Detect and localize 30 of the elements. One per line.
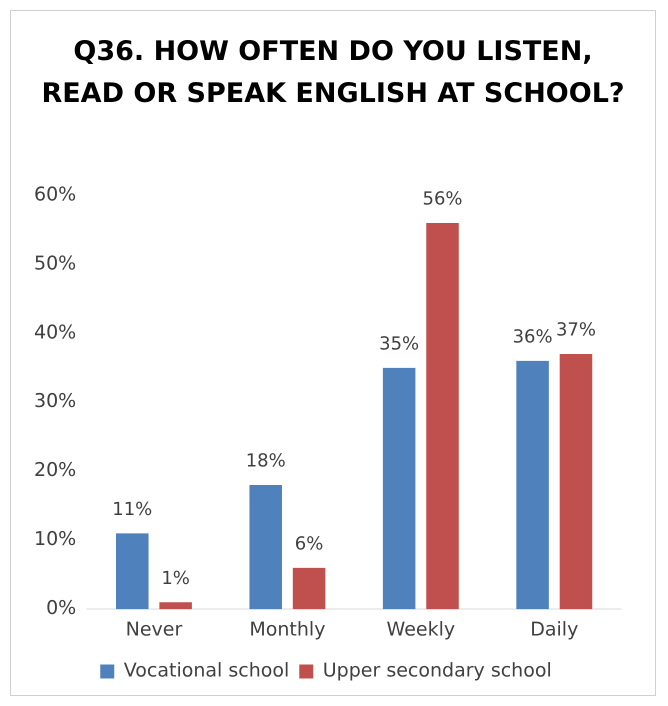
bar [516, 360, 549, 610]
legend-label: Upper secondary school [322, 659, 552, 682]
y-tick-label: 30% [34, 390, 76, 412]
y-tick-label: 10% [34, 528, 76, 550]
data-label: 35% [379, 333, 420, 354]
data-label: 11% [112, 499, 152, 520]
x-tick-label: Never [126, 618, 182, 641]
data-label: 1% [161, 568, 190, 589]
data-label: 6% [294, 533, 324, 554]
bar [159, 602, 192, 610]
bar [292, 568, 326, 610]
bar [560, 354, 592, 610]
data-label: 37% [556, 320, 596, 341]
bar [116, 533, 149, 610]
data-label: 18% [246, 450, 286, 472]
bar [382, 368, 416, 610]
y-tick-label: 50% [34, 252, 76, 274]
data-label: 36% [512, 326, 553, 348]
y-tick-label: 60% [34, 183, 76, 206]
y-tick-label: 40% [34, 321, 76, 344]
x-tick-label: Monthly [249, 618, 326, 641]
legend-label: Vocational school [124, 659, 290, 682]
chart-title: Q36. HOW OFTEN DO YOU LISTEN, READ OR SPEAK ENGLISH AT SCHOOL? [40, 35, 626, 111]
x-tick-label: Weekly [386, 618, 456, 641]
y-tick-label: 0% [46, 597, 76, 620]
data-label: 56% [422, 188, 463, 210]
bar [249, 485, 282, 610]
y-tick-label: 20% [34, 459, 76, 482]
bar [426, 222, 459, 610]
x-tick-label: Daily [530, 618, 578, 641]
